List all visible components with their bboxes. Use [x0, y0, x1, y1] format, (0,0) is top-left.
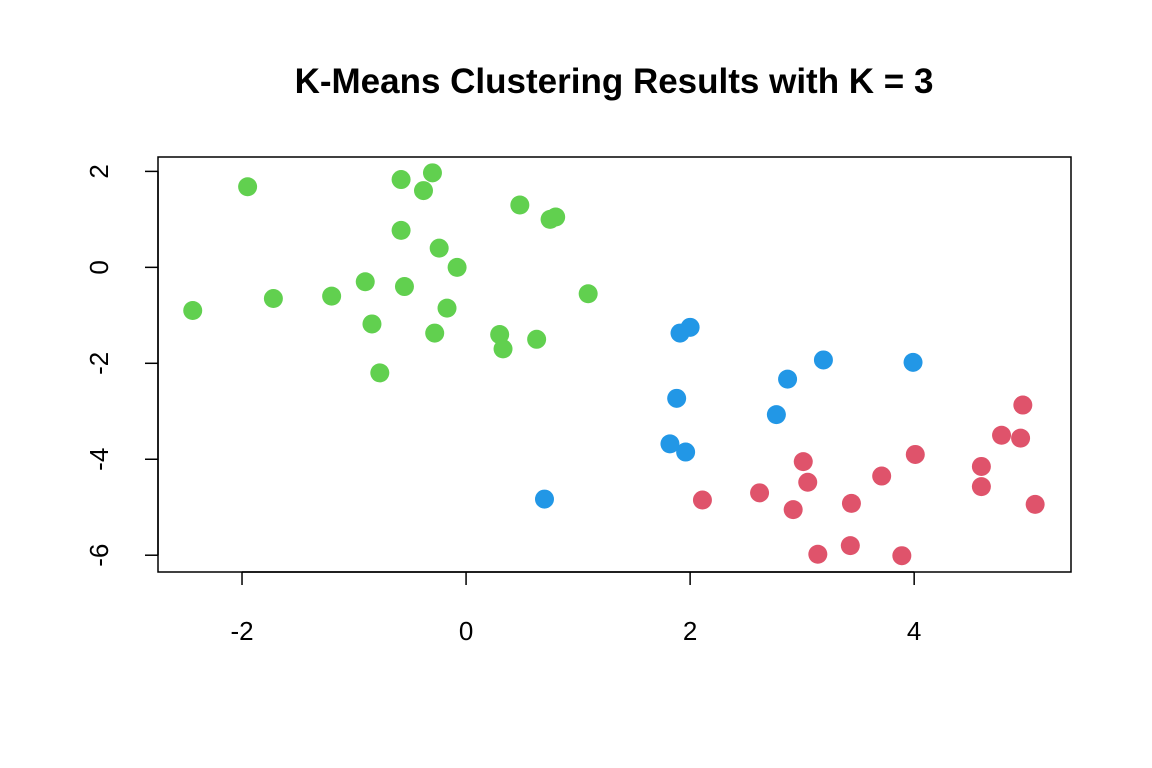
x-tick-label: -2: [230, 616, 253, 646]
data-point: [362, 314, 382, 334]
y-tick-label: -4: [84, 448, 114, 471]
y-axis: -6 -4 -2 0 2: [84, 164, 159, 567]
data-point: [429, 238, 449, 258]
data-point: [527, 329, 547, 349]
data-point: [676, 442, 696, 462]
data-point: [394, 277, 414, 297]
data-point: [370, 363, 390, 383]
plot-frame: [157, 156, 1072, 573]
data-point: [1011, 428, 1031, 448]
data-point: [422, 163, 442, 183]
x-tick-label: 2: [683, 616, 697, 646]
data-point: [903, 352, 923, 372]
data-point: [813, 350, 833, 370]
data-point: [490, 325, 510, 345]
data-point: [1025, 494, 1045, 514]
y-tick-label: -2: [84, 352, 114, 375]
data-point: [971, 477, 991, 497]
data-point: [1013, 395, 1033, 415]
data-point: [391, 220, 411, 240]
data-point: [510, 195, 530, 215]
chart-title: K-Means Clustering Results with K = 3: [295, 62, 934, 101]
data-point: [872, 466, 892, 486]
data-point: [391, 170, 411, 190]
data-point: [238, 177, 258, 197]
data-point: [766, 405, 786, 425]
data-point: [841, 493, 861, 513]
data-point: [905, 444, 925, 464]
data-point: [783, 500, 803, 520]
data-points: [183, 163, 1045, 566]
data-point: [992, 425, 1012, 445]
data-point: [892, 546, 912, 566]
y-tick-label: -6: [84, 544, 114, 567]
x-tick-label: 0: [459, 616, 473, 646]
data-point: [425, 323, 445, 343]
data-point: [692, 490, 712, 510]
data-point: [493, 339, 513, 359]
data-point: [971, 456, 991, 476]
data-point: [355, 272, 375, 292]
data-point: [447, 257, 467, 277]
x-tick-label: 4: [907, 616, 921, 646]
y-tick-label: 0: [84, 260, 114, 274]
data-point: [808, 544, 828, 564]
data-point: [534, 489, 554, 509]
data-point: [183, 301, 203, 321]
data-point: [670, 323, 690, 343]
data-point: [660, 434, 680, 454]
data-point: [798, 472, 818, 492]
data-point: [778, 369, 798, 389]
data-point: [546, 207, 566, 227]
y-tick-label: 2: [84, 164, 114, 178]
data-point: [263, 289, 283, 309]
data-point: [667, 388, 687, 408]
x-axis: -2 0 2 4: [230, 571, 921, 646]
data-point: [793, 452, 813, 472]
data-point: [578, 284, 598, 304]
data-point: [413, 181, 433, 201]
data-point: [437, 298, 457, 318]
data-point: [840, 536, 860, 556]
data-point: [322, 286, 342, 306]
data-point: [750, 483, 770, 503]
